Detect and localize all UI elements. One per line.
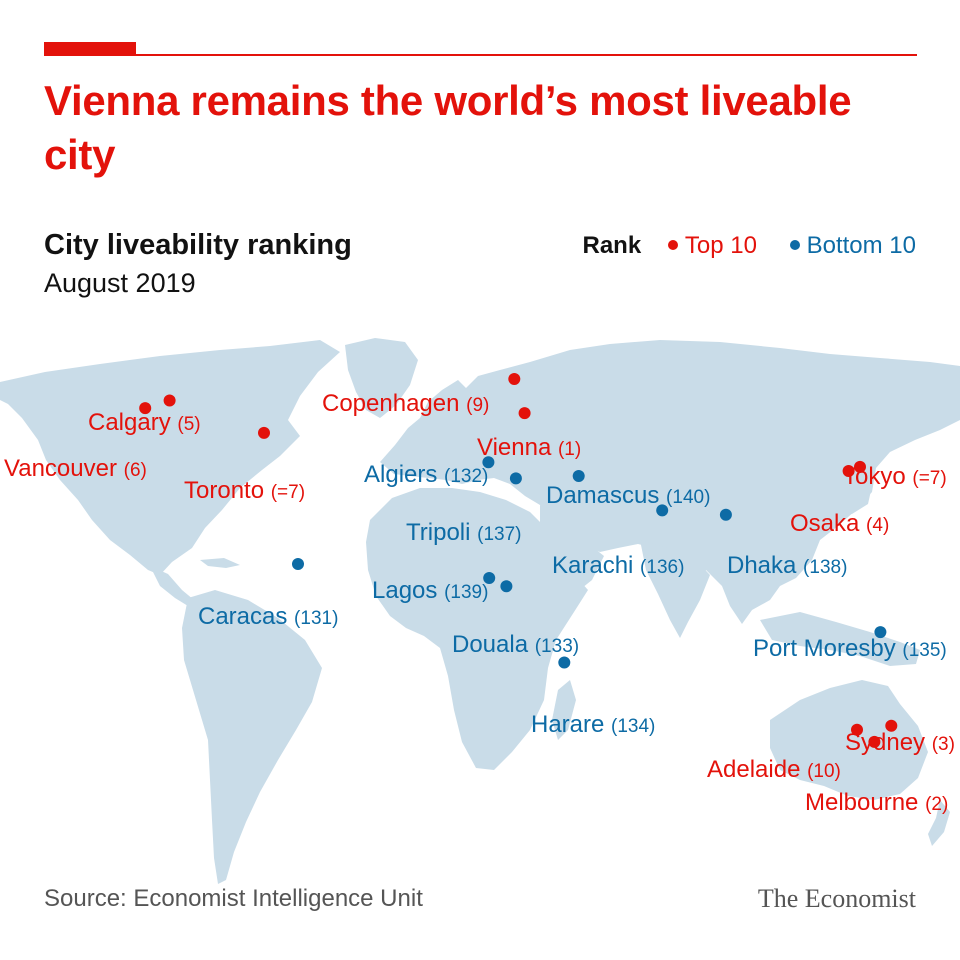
city-marker-harare — [558, 656, 571, 669]
city-label-algiers: Algiers (132) — [364, 461, 488, 488]
city-marker-vancouver — [139, 402, 152, 415]
city-label-lagos: Lagos (139) — [372, 577, 488, 604]
city-label-calgary: Calgary (5) — [88, 409, 201, 436]
japan — [838, 468, 872, 514]
city-label-osaka: Osaka (4) — [790, 510, 889, 537]
southeast-asia-islands — [760, 612, 920, 666]
city-marker-karachi — [656, 504, 669, 517]
legend-bottom-label: Bottom 10 — [806, 232, 916, 259]
city-marker-copenhagen — [508, 373, 521, 385]
city-label-tokyo: Tokyo (=7) — [843, 463, 947, 490]
city-label-melbourne: Melbourne (2) — [805, 789, 948, 816]
legend-bottom-dot — [789, 240, 800, 250]
source-note: Source: Economist Intelligence Unit — [44, 885, 423, 912]
city-label-adelaide: Adelaide (10) — [707, 756, 841, 783]
city-label-copenhagen: Copenhagen (9) — [322, 390, 489, 417]
legend-top-label: Top 10 — [684, 232, 757, 259]
legend-item-bottom: Bottom 10 — [789, 232, 916, 259]
city-label-douala: Douala (133) — [452, 631, 579, 658]
city-marker-algiers — [482, 456, 495, 469]
madagascar — [552, 680, 576, 740]
city-label-harare: Harare (134) — [531, 711, 655, 738]
legend-label: Rank — [582, 232, 642, 259]
economist-logo: The Economist — [757, 884, 916, 913]
city-label-tripoli: Tripoli (137) — [406, 519, 521, 546]
chart-title: Vienna remains the world’s most liveable… — [44, 77, 852, 178]
city-marker-osaka — [842, 465, 855, 477]
legend: Rank Top 10 Bottom 10 — [583, 232, 917, 260]
city-label-dhaka: Dhaka (138) — [727, 552, 847, 579]
city-marker-lagos — [483, 572, 496, 584]
city-marker-dhaka — [719, 508, 732, 521]
city-markers — [139, 373, 898, 748]
city-marker-caracas — [292, 558, 304, 570]
legend-top-dot — [667, 240, 678, 250]
city-marker-adelaide — [851, 723, 863, 736]
south-america — [182, 590, 322, 884]
city-marker-melbourne — [868, 735, 881, 748]
legend-item-top: Top 10 — [667, 232, 757, 259]
city-label-vienna: Vienna (1) — [477, 434, 581, 461]
city-marker-sydney — [885, 719, 898, 732]
city-labels: Vienna (1) Melbourne (2) Sydney (3) Osak… — [4, 390, 955, 816]
indian-subcontinent — [640, 540, 710, 638]
chart-date: August 2019 — [44, 268, 196, 298]
australia — [770, 680, 928, 800]
city-marker-tripoli — [509, 472, 522, 485]
north-america — [0, 340, 340, 575]
greenland — [345, 338, 418, 418]
city-label-caracas: Caracas (131) — [198, 603, 338, 630]
city-marker-douala — [500, 580, 513, 593]
city-marker-vienna — [518, 407, 531, 420]
accent-bar — [44, 42, 136, 54]
city-label-vancouver: Vancouver (6) — [4, 455, 147, 482]
city-label-port-moresby: Port Moresby (135) — [753, 635, 947, 662]
city-marker-port-moresby — [874, 626, 887, 639]
city-marker-toronto — [258, 426, 270, 439]
city-marker-calgary — [163, 394, 176, 407]
city-label-toronto: Toronto (=7) — [184, 477, 305, 504]
caribbean — [200, 558, 240, 568]
top-rule — [44, 54, 917, 56]
city-label-sydney: Sydney (3) — [845, 729, 955, 756]
central-america — [150, 566, 194, 606]
city-marker-tokyo — [854, 460, 866, 473]
city-marker-damascus — [572, 470, 585, 482]
chart-subtitle: City liveability ranking — [44, 229, 352, 261]
city-label-damascus: Damascus (140) — [546, 482, 710, 509]
new-zealand — [928, 800, 950, 846]
city-label-karachi: Karachi (136) — [552, 552, 684, 579]
africa — [366, 488, 588, 770]
